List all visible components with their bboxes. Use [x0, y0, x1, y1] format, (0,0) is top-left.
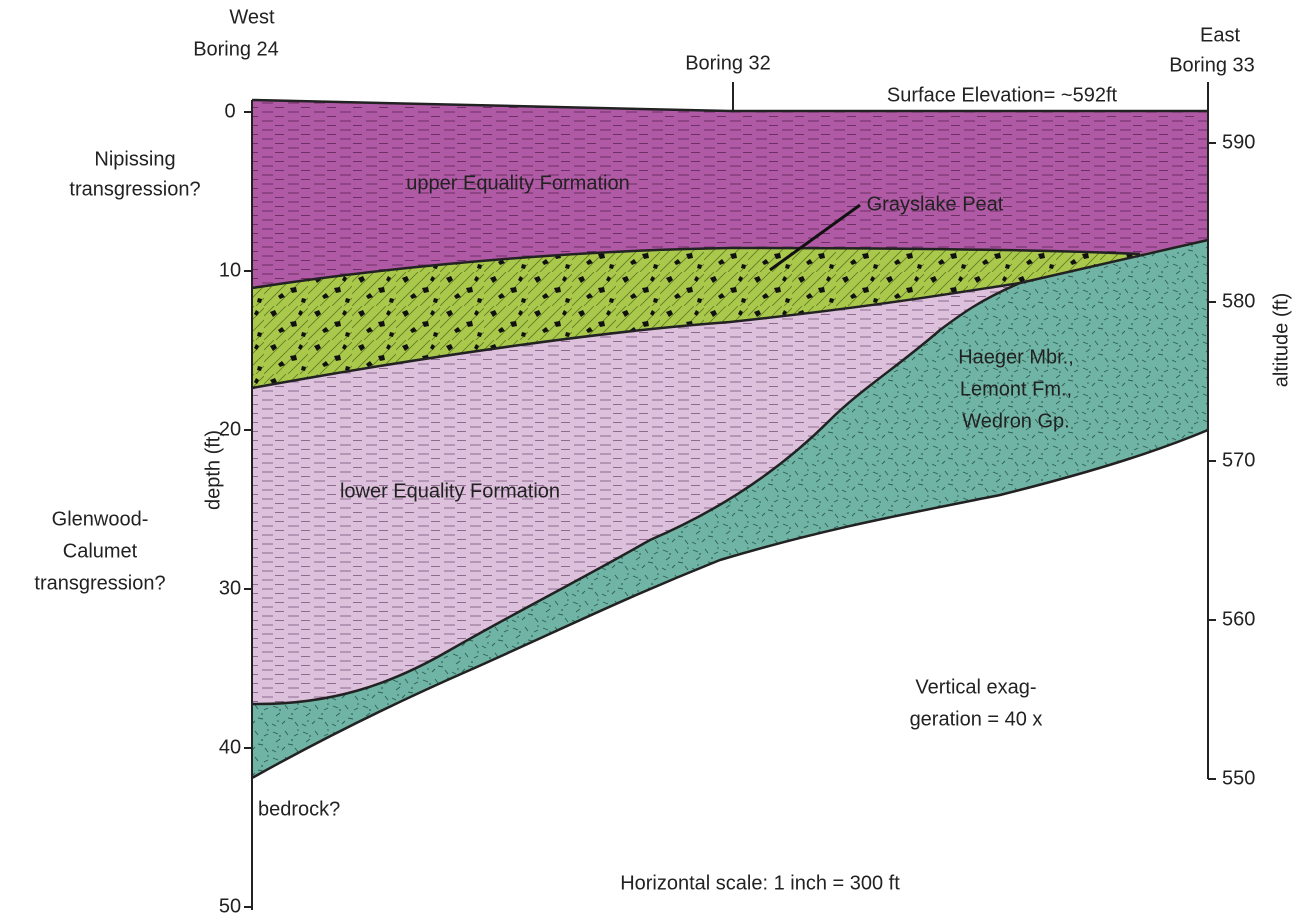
note: geration = 40 x [910, 708, 1043, 730]
boring-label: Boring 33 [1169, 54, 1255, 76]
note: Horizontal scale: 1 inch = 300 ft [620, 872, 900, 894]
transgression: transgression? [69, 178, 200, 200]
below-section [252, 430, 1208, 920]
tick-label: 590 [1222, 131, 1255, 153]
tick-label: 580 [1222, 290, 1255, 312]
layers [252, 100, 1208, 920]
direction: East [1200, 24, 1240, 46]
boundaries [251, 82, 1209, 780]
unit-label: Lemont Fm., [960, 378, 1072, 400]
note: Vertical exag- [915, 676, 1036, 698]
unit-label: bedrock? [258, 798, 340, 820]
tick-label: 560 [1222, 608, 1255, 630]
boring-label: Boring 24 [193, 38, 279, 60]
unit-label: Haeger Mbr., [958, 346, 1074, 368]
tick-label: 0 [224, 100, 235, 122]
unit-label: upper Equality Formation [406, 172, 629, 194]
tick-label: 50 [219, 895, 241, 917]
surface-elevation: Surface Elevation= ~592ft [887, 84, 1118, 106]
tick-label: 570 [1222, 449, 1255, 471]
boring-label: Boring 32 [685, 52, 771, 74]
tick-label: 30 [219, 577, 241, 599]
unit-label: Wedron Gp. [962, 410, 1069, 432]
axis-title: altitude (ft) [1270, 293, 1292, 387]
tick-label: 10 [219, 259, 241, 281]
tick-label: 40 [219, 736, 241, 758]
direction: West [229, 6, 275, 28]
transgression: Glenwood- [52, 508, 149, 530]
tick-label: 550 [1222, 767, 1255, 789]
axis-title: depth (ft) [202, 430, 224, 510]
unit-label: Grayslake Peat [867, 193, 1004, 215]
tick-label: 20 [219, 418, 241, 440]
transgression: transgression? [34, 572, 165, 594]
unit-label: lower Equality Formation [340, 480, 560, 502]
transgression: Nipissing [94, 148, 175, 170]
transgression: Calumet [63, 540, 138, 562]
